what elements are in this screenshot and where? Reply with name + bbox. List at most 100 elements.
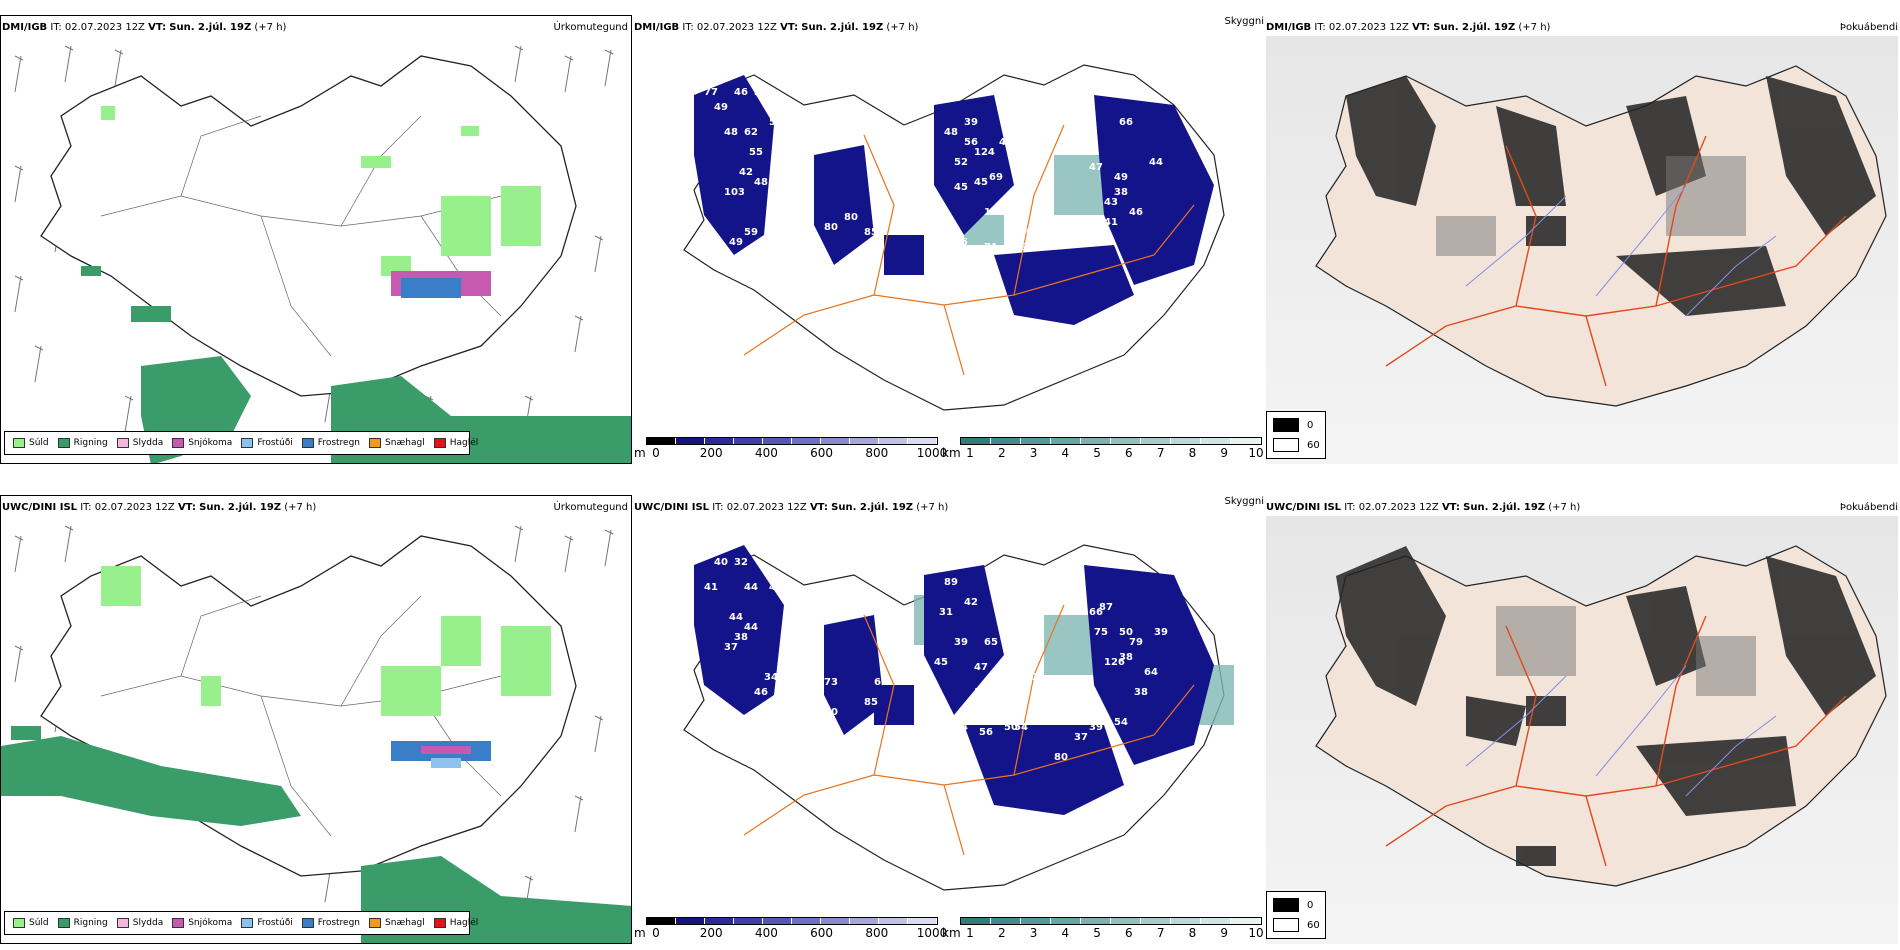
- legend-item: Rigning: [57, 918, 108, 928]
- visibility-value-label: 48: [754, 177, 768, 188]
- legend-item: Rigning: [57, 438, 108, 448]
- fog-header-top: DMI/IGB IT: 02.07.2023 12Z VT: Sun. 2.jú…: [1266, 22, 1550, 34]
- visibility-value-label: 39: [954, 637, 968, 648]
- visibility-value-label: 56: [979, 727, 993, 738]
- cbar-tick: 2: [997, 446, 1006, 460]
- visibility-value-label: 49: [714, 102, 728, 113]
- cbar-tick: 6: [1125, 926, 1133, 940]
- cbar-km-swatches: [960, 437, 1262, 445]
- cbar-tick: 9: [1220, 446, 1229, 460]
- vt-label: VT:: [1441, 502, 1460, 513]
- cbar-swatch: [1171, 438, 1201, 444]
- model-name: UWC/DINI ISL: [1266, 502, 1342, 513]
- vt-value: Sun. 2.júl. 19Z: [1433, 22, 1516, 33]
- visibility-value-label: 62: [874, 677, 888, 688]
- model-name: DMI/IGB: [634, 22, 680, 33]
- legend-swatch: [172, 438, 185, 448]
- cbar-swatch: [1111, 438, 1141, 444]
- visibility-value-label: 75: [934, 242, 948, 253]
- vis-title-top: Skyggni: [1224, 16, 1264, 27]
- legend-item: Frostúði: [241, 918, 293, 928]
- fog-title-bottom: Þokuábendi: [1839, 502, 1898, 513]
- fog-legend-label: 60: [1307, 439, 1320, 451]
- visibility-value-label: 71: [1014, 87, 1028, 98]
- legend-label: Frostregn: [317, 438, 361, 448]
- cbar-tick: 1: [966, 446, 974, 460]
- fog-header-bottom: UWC/DINI ISL IT: 02.07.2023 12Z VT: Sun.…: [1266, 502, 1580, 514]
- cbar-swatch: [879, 918, 908, 924]
- cbar-unit-km: km: [942, 926, 961, 940]
- precip-map-bottom: [0, 495, 632, 944]
- visibility-value-label: 50: [1004, 722, 1018, 733]
- legend-item: Snjókoma: [172, 918, 232, 928]
- legend-swatch: [13, 438, 25, 448]
- visibility-value-label: 44: [744, 582, 758, 593]
- legend-label: Frostúði: [257, 438, 293, 448]
- visibility-value-label: 80: [824, 222, 838, 233]
- model-name: UWC/DINI ISL: [2, 502, 78, 513]
- legend-label: Haglél: [449, 918, 479, 928]
- visibility-value-label: 41: [704, 582, 718, 593]
- cbar-swatch: [1201, 918, 1231, 924]
- visibility-value-label: 126: [1104, 657, 1125, 668]
- cbar-m-ticks: 0 200 400 600 800 1000: [634, 446, 947, 460]
- legend-label: Slydda: [132, 438, 164, 448]
- visibility-value-label: 71: [984, 242, 998, 253]
- visibility-value-label: 85: [864, 697, 878, 708]
- fog-legend-row: 60: [1273, 918, 1320, 932]
- cbar-swatch: [676, 438, 705, 444]
- cbar-m-swatches: [646, 917, 938, 925]
- visibility-value-label: 69: [989, 172, 1003, 183]
- vt-value: Sun. 2.júl. 19Z: [801, 22, 884, 33]
- visibility-value-label: 49: [1114, 172, 1128, 183]
- vt-label: VT:: [177, 502, 196, 513]
- cbar-tick: 8: [1188, 926, 1197, 940]
- legend-swatch: [369, 918, 382, 928]
- cbar-swatch: [961, 918, 991, 924]
- legend-swatch: [172, 918, 185, 928]
- it-label: IT:: [682, 22, 694, 33]
- cbar-tick: 1: [966, 926, 974, 940]
- cbar-swatch: [850, 438, 879, 444]
- legend-item: Snjókoma: [172, 438, 232, 448]
- vis-map-bottom: 53 40 32 41 44 41 44 44 38 37 34 46 36 44 40 73 62 85 89 42…: [634, 515, 1264, 915]
- colorbar-m-top: m 0 200 400 600 800 1000: [634, 437, 947, 461]
- visibility-value-label: 62: [744, 127, 758, 138]
- fog-legend-top: 0 60: [1266, 411, 1326, 459]
- visibility-value-label: 55: [954, 237, 968, 248]
- cbar-tick: 600: [810, 446, 834, 460]
- visibility-value-label: 34: [764, 672, 778, 683]
- visibility-value-label: 38: [734, 632, 748, 643]
- cbar-tick: 400: [754, 926, 778, 940]
- visibility-value-label: 72: [764, 272, 778, 283]
- cbar-swatch: [821, 918, 850, 924]
- vt-label: VT:: [1412, 22, 1431, 33]
- visibility-value-label: 55: [749, 147, 763, 158]
- legend-item: Frostregn: [301, 918, 360, 928]
- fog-title-top: Þokuábendi: [1839, 22, 1898, 33]
- cbar-swatch: [676, 918, 705, 924]
- visibility-value-label: 103: [724, 187, 745, 198]
- cbar-swatch: [908, 918, 937, 924]
- cbar-swatch: [1051, 918, 1081, 924]
- vt-label: VT:: [809, 502, 828, 513]
- cbar-tick: 1000: [916, 926, 948, 940]
- precip-header-top: DMI/IGB IT: 02.07.2023 12Z VT: Sun. 2.jú…: [2, 22, 286, 34]
- cbar-tick: 7: [1156, 926, 1165, 940]
- legend-label: Snæhagl: [385, 438, 425, 448]
- visibility-value-label: 70: [924, 232, 938, 243]
- cbar-swatch: [1141, 918, 1171, 924]
- fog-legend-swatch: [1273, 418, 1299, 432]
- legend-swatch: [116, 438, 129, 448]
- model-name: DMI/IGB: [1266, 22, 1312, 33]
- cbar-swatch: [821, 438, 850, 444]
- cbar-tick: 400: [754, 446, 778, 460]
- legend-swatch: [433, 438, 446, 448]
- visibility-value-label: 48: [944, 127, 958, 138]
- legend-label: Rigning: [73, 918, 108, 928]
- cbar-swatch: [792, 438, 821, 444]
- cbar-tick: 10: [1248, 926, 1264, 940]
- visibility-value-label: 75: [1094, 627, 1108, 638]
- cbar-swatch: [991, 918, 1021, 924]
